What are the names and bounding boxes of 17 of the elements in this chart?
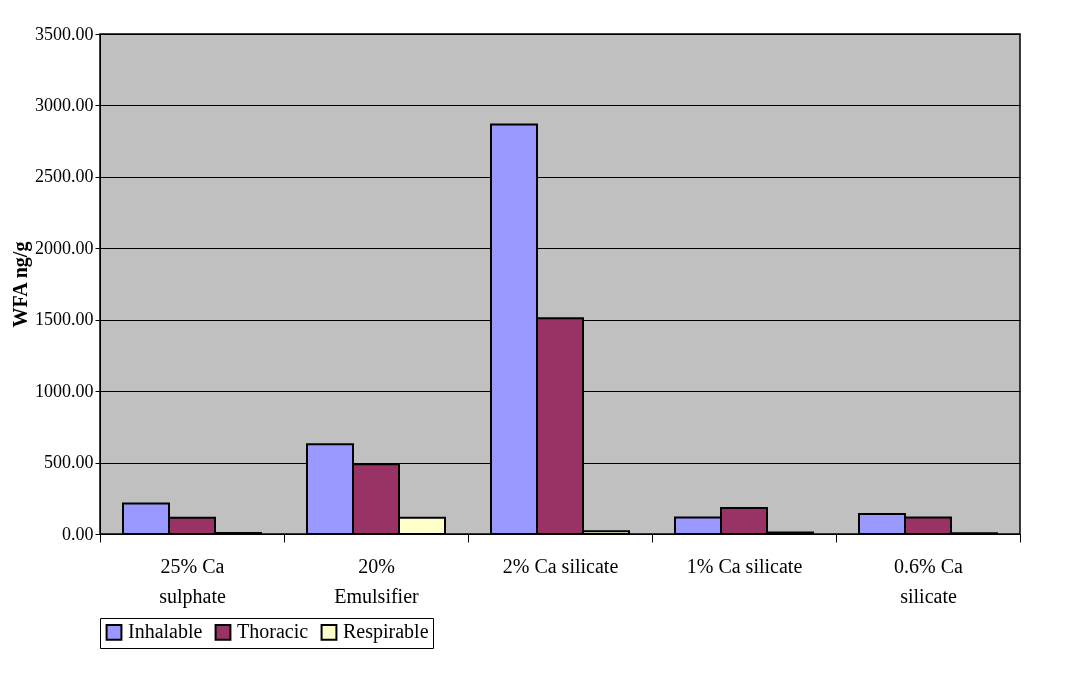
legend-label: Thoracic xyxy=(237,620,309,643)
x-tick-label: 20% Emulsifier xyxy=(334,554,420,607)
y-tick-label: 1500.00 xyxy=(35,309,94,330)
y-tick-label: 2000.00 xyxy=(35,237,94,258)
y-tick-label: 3000.00 xyxy=(35,94,94,115)
y-tick-label: 2500.00 xyxy=(35,166,94,187)
y-tick-label: 500.00 xyxy=(44,452,94,473)
x-tick-label: 2% Ca silicate xyxy=(502,554,619,577)
x-tick-label: 25% Ca sulphate xyxy=(159,554,226,608)
legend-label: Inhalable xyxy=(128,620,203,643)
y-tick-label: 0.00 xyxy=(62,523,94,544)
legend-label: Respirable xyxy=(343,620,429,644)
y-axis-title: WFA ng/g xyxy=(9,241,32,328)
x-tick-label: 0.6% Ca silicate xyxy=(894,554,964,607)
y-tick-label: 1000.00 xyxy=(35,380,94,401)
x-tick-label: 1% Ca silicate xyxy=(686,554,803,577)
y-tick-label: 3500.00 xyxy=(35,23,94,44)
